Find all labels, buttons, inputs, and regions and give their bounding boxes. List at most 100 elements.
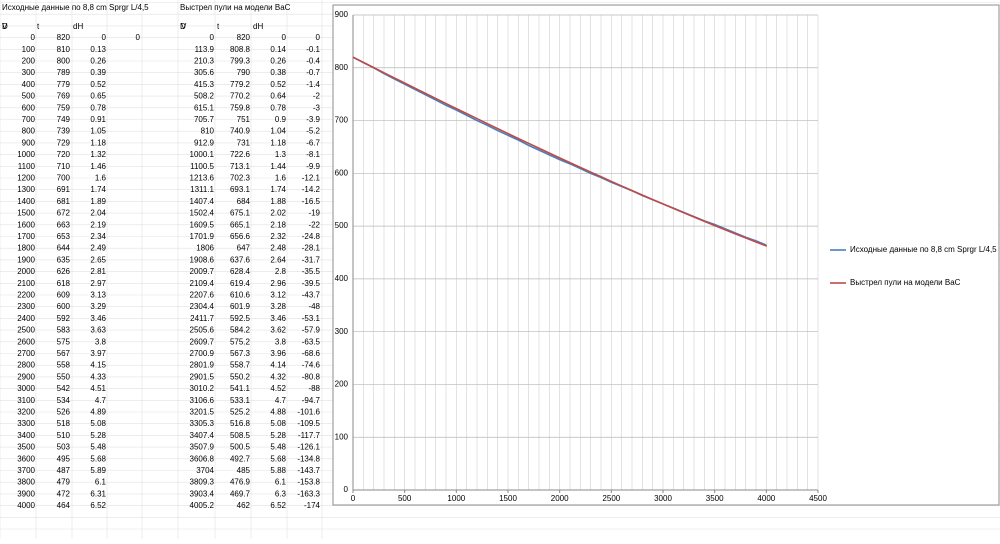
cell: -57.9 xyxy=(302,326,321,335)
x-tick-label: 1500 xyxy=(499,494,517,503)
cell: 0.13 xyxy=(90,45,106,54)
cell: 592.5 xyxy=(230,314,251,323)
cell: 4.7 xyxy=(95,396,107,405)
cell: 6.1 xyxy=(95,478,107,487)
cell: 592 xyxy=(57,314,71,323)
cell: 1.04 xyxy=(270,127,286,136)
series-line xyxy=(352,56,768,247)
cell: 3200 xyxy=(17,408,35,417)
cell: 567 xyxy=(57,349,71,358)
cell: 558.7 xyxy=(230,361,251,370)
cell: 799.3 xyxy=(230,57,251,66)
cell: 912.9 xyxy=(194,138,215,147)
cell: -0.7 xyxy=(306,68,320,77)
cell: 1.74 xyxy=(90,185,106,194)
cell: -48 xyxy=(308,302,320,311)
cell: 693.1 xyxy=(230,185,251,194)
cell: 663 xyxy=(57,220,71,229)
cell: 740.9 xyxy=(230,127,251,136)
cell: 6.1 xyxy=(275,478,287,487)
cell: 789 xyxy=(57,68,71,77)
cell: 2800 xyxy=(17,361,35,370)
cell: 1502.4 xyxy=(190,209,215,218)
cell: 637.6 xyxy=(230,255,251,264)
cell: -3 xyxy=(313,103,321,112)
cell: 751 xyxy=(237,115,251,124)
cell: 0.38 xyxy=(270,68,286,77)
cell: 5.08 xyxy=(270,419,286,428)
cell: 5.28 xyxy=(90,431,106,440)
cell: 2.64 xyxy=(270,255,286,264)
cell: -24.8 xyxy=(302,232,321,241)
cell: -9.9 xyxy=(306,162,320,171)
cell: -14.2 xyxy=(302,185,321,194)
cell: 5.48 xyxy=(270,443,286,452)
cell: 567.3 xyxy=(230,349,251,358)
cell: 2009.7 xyxy=(190,267,215,276)
y-tick-label: 0 xyxy=(344,485,349,494)
cell: -153.8 xyxy=(297,478,320,487)
cell: 6.52 xyxy=(270,501,286,510)
cell: 684 xyxy=(237,197,251,206)
cell: 675.1 xyxy=(230,209,251,218)
cell: 495 xyxy=(57,454,71,463)
cell: 0.39 xyxy=(90,68,106,77)
cell: -2 xyxy=(313,92,321,101)
cell: 1000 xyxy=(17,150,35,159)
cell: 2.32 xyxy=(270,232,286,241)
cell: 759.8 xyxy=(230,103,251,112)
cell: 656.6 xyxy=(230,232,251,241)
cell: 1200 xyxy=(17,174,35,183)
cell: 3.8 xyxy=(95,337,107,346)
cell: -1.4 xyxy=(306,80,320,89)
y-tick-label: 600 xyxy=(335,168,349,177)
cell: 700 xyxy=(22,115,36,124)
cell: 583 xyxy=(57,326,71,335)
cell: 2.97 xyxy=(90,279,106,288)
cell: 1100 xyxy=(18,162,36,171)
cell: 510 xyxy=(57,431,71,440)
cell: 2304.4 xyxy=(190,302,215,311)
x-tick-label: 2000 xyxy=(551,494,569,503)
cell: 710 xyxy=(57,162,71,171)
cell: 4.33 xyxy=(90,372,106,381)
cell: 542 xyxy=(57,384,71,393)
x-tick-label: 1000 xyxy=(447,494,465,503)
cell: 1400 xyxy=(17,197,35,206)
cell: -143.7 xyxy=(297,466,320,475)
cell: 558 xyxy=(57,361,71,370)
cell: -43.7 xyxy=(302,291,321,300)
cell: 665.1 xyxy=(230,220,251,229)
cell: 600 xyxy=(57,302,71,311)
cell: 4.89 xyxy=(90,408,106,417)
cell: 541.1 xyxy=(230,384,251,393)
cell: 1701.9 xyxy=(190,232,215,241)
x-tick-label: 3500 xyxy=(706,494,724,503)
cell: 3.63 xyxy=(90,326,106,335)
cell: 1.44 xyxy=(270,162,286,171)
cell: 487 xyxy=(57,466,71,475)
cell: 0 xyxy=(282,33,287,42)
cell: 722.6 xyxy=(230,150,251,159)
cell: 3500 xyxy=(17,443,35,452)
cell: 626 xyxy=(57,267,71,276)
cell: 808.8 xyxy=(230,45,251,54)
cell: 810 xyxy=(57,45,71,54)
cell: 749 xyxy=(57,115,71,124)
cell: 2400 xyxy=(17,314,35,323)
cell: 305.6 xyxy=(194,68,215,77)
cell: 0.78 xyxy=(90,103,106,112)
cell: 3606.8 xyxy=(190,454,215,463)
cell: 790 xyxy=(237,68,251,77)
cell: -53.1 xyxy=(302,314,321,323)
cell: 2207.6 xyxy=(190,291,215,300)
table-title: Выстрел пули на модели BaC xyxy=(180,3,291,12)
cell: 731 xyxy=(237,138,251,147)
cell: 0.78 xyxy=(270,103,286,112)
cell: 415.3 xyxy=(194,80,215,89)
cell: -12.1 xyxy=(302,174,321,183)
x-tick-label: 0 xyxy=(351,494,356,503)
table-title: Исходные данные по 8,8 cm Sprgr L/4,5 xyxy=(2,3,149,12)
cell: -0.1 xyxy=(306,45,320,54)
